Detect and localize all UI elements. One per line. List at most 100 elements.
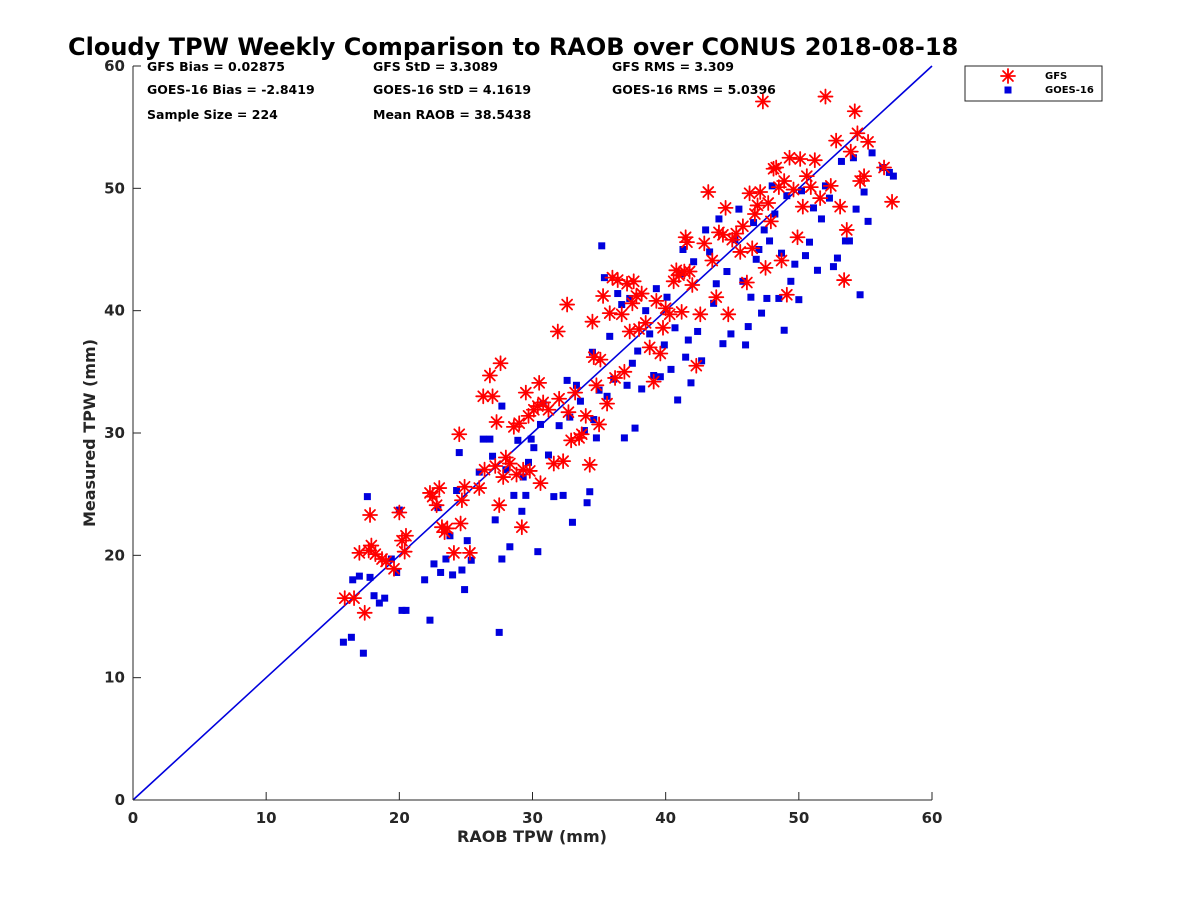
goes16-point xyxy=(463,537,471,545)
gfs-point xyxy=(776,173,793,189)
x-tick-label: 60 xyxy=(922,809,943,827)
gfs-point xyxy=(768,159,785,176)
goes16-point xyxy=(829,263,837,271)
gfs-point xyxy=(508,466,525,483)
gfs-point xyxy=(577,407,594,424)
gfs-point xyxy=(773,252,790,269)
gfs-point xyxy=(778,286,795,303)
gfs-point xyxy=(484,388,501,405)
gfs-point xyxy=(720,306,737,323)
x-tick-label: 30 xyxy=(522,809,543,827)
goes16-point xyxy=(550,493,558,501)
axes: 0 10 20 30 40 50 60 0 10 20 30 40 50 60 xyxy=(104,57,942,827)
goes16-point xyxy=(744,323,752,331)
gfs-point xyxy=(581,456,598,473)
goes16-point xyxy=(795,296,803,304)
legend-goes-label: GOES-16 xyxy=(1045,85,1094,96)
gfs-point xyxy=(637,314,654,331)
goes16-point xyxy=(618,301,626,309)
gfs-point xyxy=(616,363,633,380)
gfs-point xyxy=(487,458,504,474)
goes16-point xyxy=(600,274,608,282)
gfs-point xyxy=(501,455,518,472)
gfs-point xyxy=(679,234,695,251)
gfs-point xyxy=(802,179,819,196)
gfs-point xyxy=(738,274,755,291)
goes16-point xyxy=(758,309,766,317)
gfs-point xyxy=(398,527,414,544)
y-tick-label: 0 xyxy=(115,791,125,809)
gfs-point xyxy=(700,184,717,200)
gfs-point xyxy=(621,323,638,340)
goes16-point xyxy=(684,336,692,344)
goes16-point xyxy=(339,638,347,646)
gfs-point xyxy=(735,218,751,235)
goes16-point xyxy=(555,422,563,430)
goes16-point xyxy=(752,255,760,263)
goes16-point xyxy=(702,226,710,234)
goes16-point xyxy=(530,444,538,452)
gfs-point xyxy=(471,480,488,496)
goes16-point xyxy=(370,592,378,600)
gfs-point xyxy=(785,181,802,198)
goes16-point xyxy=(514,436,522,444)
y-axis-label: Measured TPW (mm) xyxy=(80,339,99,527)
goes16-point xyxy=(588,348,596,356)
goes16-point xyxy=(797,187,805,195)
goes16-point xyxy=(623,381,631,389)
goes16-point xyxy=(576,397,584,405)
gfs-point xyxy=(696,235,713,252)
gfs-point xyxy=(607,370,623,386)
x-tick-label: 20 xyxy=(389,809,410,827)
goes16-point xyxy=(536,420,544,428)
goes16-point xyxy=(572,381,580,389)
goes16-point xyxy=(817,215,825,223)
gfs-point xyxy=(551,390,568,407)
gfs-point xyxy=(711,224,727,241)
goes16-point xyxy=(510,491,518,499)
gfs-point xyxy=(488,414,505,430)
goes16-point xyxy=(642,307,650,315)
goes16-point xyxy=(809,204,817,212)
goes16-point xyxy=(458,566,466,574)
goes16-point xyxy=(712,280,720,288)
stat-sample-size: Sample Size = 224 xyxy=(147,107,278,122)
goes16-point xyxy=(663,293,671,301)
goes16-point xyxy=(760,226,768,234)
gfs-point xyxy=(744,240,761,257)
goes16-point xyxy=(375,599,383,607)
goes16-point xyxy=(787,277,795,285)
legend-gfs-marker xyxy=(1000,68,1016,84)
gfs-point xyxy=(513,519,530,536)
gfs-point xyxy=(794,198,811,215)
goes16-point xyxy=(833,254,841,262)
goes16-point xyxy=(768,182,776,190)
gfs-point xyxy=(492,355,509,372)
goes16-point xyxy=(522,491,530,499)
gfs-point xyxy=(688,357,705,374)
goes16-point xyxy=(682,353,690,361)
gfs-point xyxy=(752,184,769,200)
gfs-point xyxy=(846,103,863,120)
gfs-point xyxy=(661,306,678,323)
goes16-point xyxy=(638,385,646,393)
goes16-point xyxy=(775,294,783,302)
gfs-point xyxy=(591,416,607,433)
legend: GFS GOES-16 xyxy=(964,65,1103,102)
goes16-point xyxy=(453,486,461,494)
gfs-point xyxy=(567,384,584,401)
goes16-point xyxy=(671,324,679,332)
chart-title: Cloudy TPW Weekly Comparison to RAOB ove… xyxy=(68,33,958,61)
goes16-point xyxy=(845,237,853,245)
gfs-point xyxy=(452,515,469,532)
goes16-point xyxy=(359,649,367,657)
goes16-point xyxy=(656,373,664,381)
goes16-point xyxy=(455,449,463,457)
y-tick-label: 20 xyxy=(104,546,125,564)
goes16-point xyxy=(506,543,514,551)
goes16-point xyxy=(780,326,788,334)
goes16-point xyxy=(402,606,410,614)
gfs-point xyxy=(601,305,618,322)
